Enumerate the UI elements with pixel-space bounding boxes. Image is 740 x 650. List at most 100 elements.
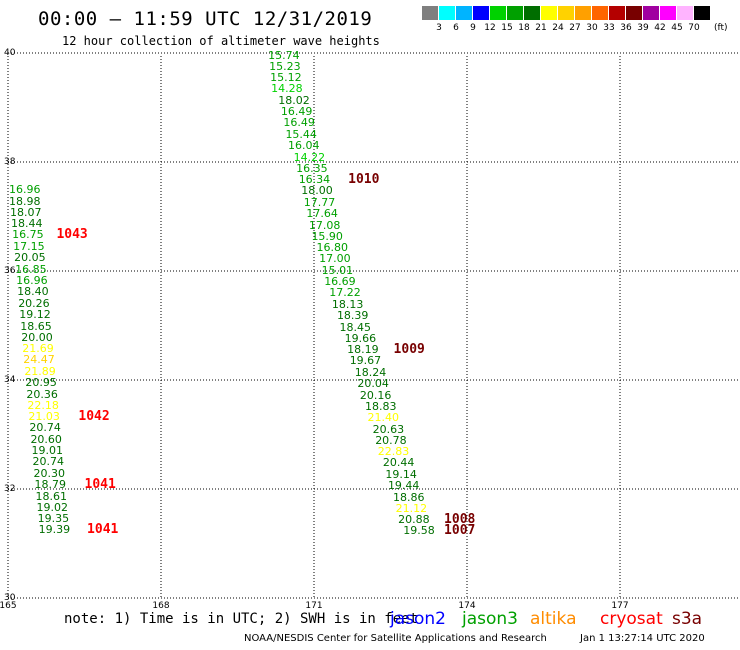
swh-observation: 14.22	[293, 150, 326, 164]
pressure-label: 1008	[444, 511, 476, 527]
legend-label: 21	[535, 23, 547, 33]
swh-observation: 18.39	[336, 309, 369, 323]
satellite-legend-item: jason3	[462, 609, 518, 629]
swh-observation: 17.77	[303, 195, 336, 209]
swh-observation: 19.67	[349, 354, 382, 368]
legend-label: 3	[436, 23, 442, 33]
latitude-label: 34	[4, 375, 16, 385]
longitude-label: 177	[611, 601, 629, 611]
legend-swatch	[643, 6, 659, 20]
swh-observation: 19.12	[19, 308, 51, 322]
page-subtitle: 12 hour collection of altimeter wave hei…	[62, 34, 380, 48]
swh-observation: 17.00	[319, 252, 351, 266]
swh-observation: 19.02	[36, 500, 69, 514]
swh-observation: 16.04	[287, 139, 320, 153]
swh-observation: 18.61	[35, 489, 68, 503]
legend-label: 39	[637, 23, 649, 33]
legend-label: 18	[518, 23, 530, 33]
swh-observation: 22.83	[377, 445, 410, 459]
longitude-label: 171	[305, 601, 323, 611]
swh-observation: 20.60	[30, 432, 62, 446]
swh-observation: 19.01	[31, 444, 63, 458]
swh-observation: 15.90	[311, 229, 343, 243]
swh-observation: 19.58	[403, 524, 435, 538]
swh-observation: 16.75	[12, 228, 44, 242]
swh-observation: 18.40	[17, 285, 49, 299]
legend-swatch	[626, 6, 642, 20]
legend-swatch	[507, 6, 523, 20]
swh-observation: 20.36	[26, 387, 58, 401]
footer-timestamp: Jan 1 13:27:14 UTC 2020	[580, 633, 705, 644]
legend-swatch	[592, 6, 608, 20]
swh-observation: 19.44	[387, 479, 420, 493]
legend-label: 12	[484, 23, 496, 33]
swh-observation: 20.26	[18, 296, 50, 310]
legend-unit: (ft)	[714, 23, 728, 33]
latitude-label: 30	[4, 593, 16, 603]
legend-label: 24	[552, 23, 564, 33]
longitude-label: 174	[458, 601, 476, 611]
satellite-legend-item: cryosat	[600, 609, 663, 629]
swh-observation: 21.40	[367, 411, 400, 425]
swh-observation: 20.63	[372, 422, 405, 436]
swh-observation: 19.35	[37, 511, 70, 525]
pressure-label: 1041	[87, 522, 119, 538]
legend-label: 70	[688, 23, 700, 33]
swh-observation: 16.69	[324, 275, 356, 289]
swh-observation: 21.03	[28, 409, 60, 423]
legend-label: 36	[620, 23, 632, 33]
swh-observation: 15.12	[270, 70, 302, 84]
legend-label: 33	[603, 23, 615, 33]
latitude-label: 32	[4, 484, 16, 494]
legend-label: 15	[501, 23, 513, 33]
swh-observation: 20.04	[357, 377, 389, 391]
swh-observation: 18.65	[20, 319, 52, 333]
swh-observation: 18.44	[11, 217, 43, 231]
swh-observation: 20.74	[32, 455, 64, 469]
swh-observation: 18.00	[301, 184, 333, 198]
legend-label: 6	[453, 23, 459, 33]
swh-observation: 16.49	[280, 105, 313, 119]
legend-swatch	[677, 6, 693, 20]
swh-observation: 15.44	[285, 127, 317, 141]
legend-label: 27	[569, 23, 581, 33]
swh-observation: 16.49	[283, 116, 315, 130]
swh-observation: 18.98	[9, 194, 41, 208]
swh-observation: 18.02	[278, 93, 310, 107]
legend-label: 30	[586, 23, 598, 33]
pressure-label: 1010	[348, 171, 380, 187]
swh-observation: 18.45	[339, 320, 372, 334]
swh-observation: 16.80	[316, 241, 349, 255]
footer-credit: NOAA/NESDIS Center for Satellite Applica…	[244, 633, 547, 644]
swh-observation: 16.85	[15, 262, 47, 276]
legend-swatch	[473, 6, 489, 20]
pressure-label: 1007	[444, 523, 476, 539]
legend-swatch	[558, 6, 574, 20]
swh-observation: 20.88	[398, 512, 430, 526]
swh-observation: 20.16	[359, 388, 392, 402]
swh-observation: 20.44	[382, 456, 415, 470]
legend-swatch	[456, 6, 472, 20]
satellite-legend-item: jason2	[390, 609, 446, 629]
swh-observation: 18.07	[10, 206, 42, 220]
legend-swatch	[609, 6, 625, 20]
swh-observation: 18.19	[347, 342, 379, 356]
swh-observation: 16.34	[298, 172, 331, 186]
longitude-label: 168	[152, 601, 170, 611]
swh-observation: 20.95	[25, 376, 57, 390]
pressure-label: 1009	[393, 341, 425, 357]
swh-observation: 18.13	[331, 297, 364, 311]
swh-observation: 15.23	[269, 60, 301, 74]
swh-observation: 24.47	[23, 353, 55, 367]
legend-swatch	[694, 6, 710, 20]
pressure-label: 1043	[56, 227, 88, 243]
satellite-legend-item: s3a	[672, 609, 703, 629]
pressure-label: 1042	[78, 408, 110, 424]
swh-observation: 16.96	[9, 183, 41, 197]
swh-observation: 15.01	[321, 263, 354, 277]
swh-observation: 21.89	[24, 364, 56, 378]
swh-observation: 16.96	[16, 274, 48, 288]
swh-observation: 17.64	[306, 207, 338, 221]
legend-swatch	[660, 6, 676, 20]
